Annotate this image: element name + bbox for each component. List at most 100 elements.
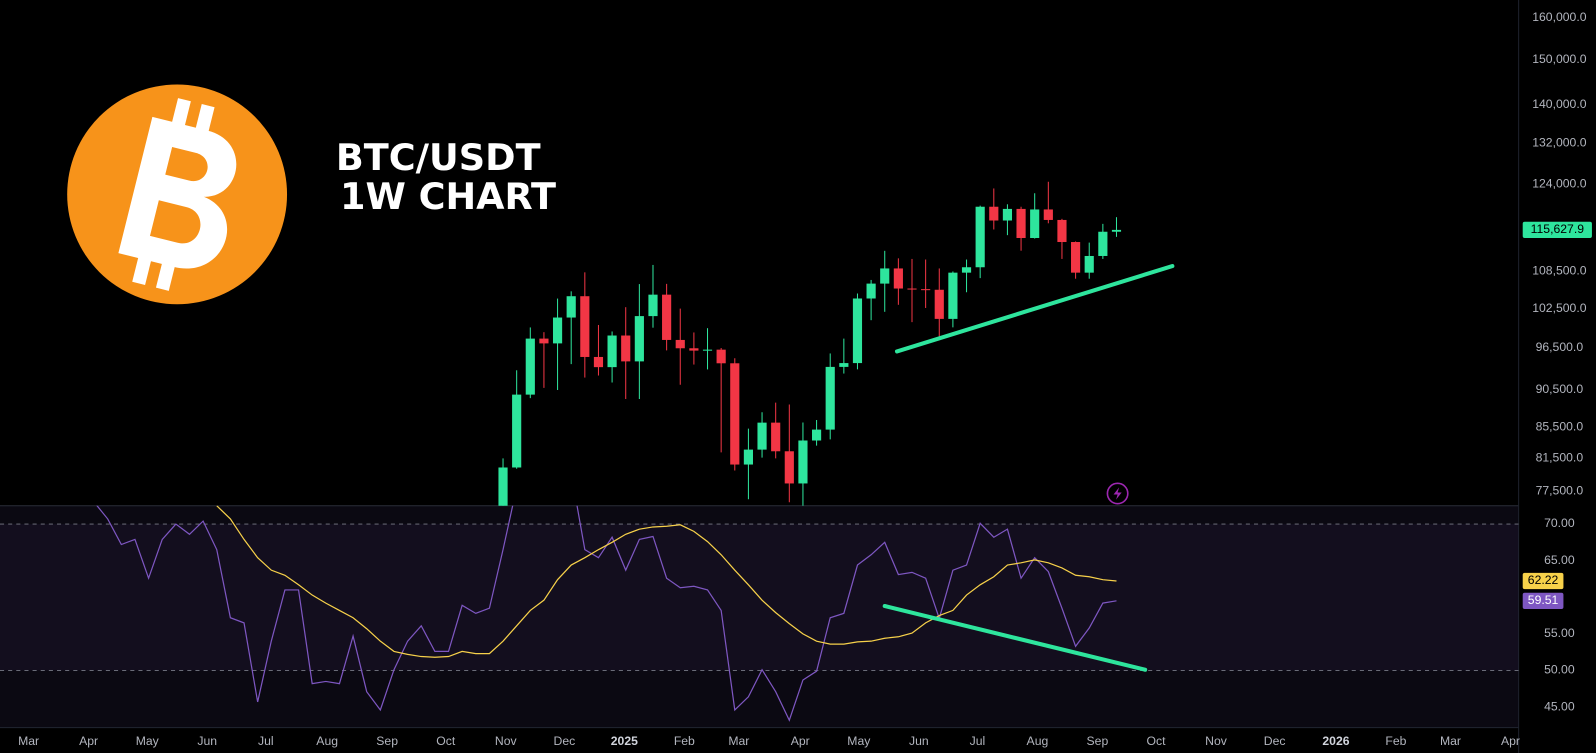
candle-body [621, 335, 631, 362]
y-tick-label: 108,500.0 [1532, 264, 1587, 278]
rsi-pane [0, 505, 1519, 728]
candle-body [934, 289, 944, 319]
y-tick-label: 132,000.0 [1532, 136, 1587, 150]
y-tick-label: 140,000.0 [1532, 97, 1587, 111]
x-tick-label: Aug [1027, 734, 1049, 748]
x-tick-label: Sep [376, 734, 398, 748]
alert-icon[interactable] [1106, 482, 1129, 505]
candle-body [798, 440, 808, 484]
trend-line [894, 264, 1175, 354]
candle-body [866, 283, 876, 299]
x-tick-label: Apr [791, 734, 810, 748]
candle-body [784, 451, 794, 484]
y-tick-label: 102,500.0 [1532, 301, 1587, 315]
x-tick-label: Nov [1205, 734, 1228, 748]
x-tick-label: Jun [197, 734, 217, 748]
candle-body [634, 316, 644, 362]
y-tick-label: 96,500.0 [1536, 340, 1584, 354]
bitcoin-logo [67, 84, 288, 305]
candle-body [648, 294, 658, 317]
candle-body [771, 422, 781, 452]
logo-symbol [118, 98, 237, 291]
candle-body [921, 289, 931, 291]
candle-body [975, 206, 985, 268]
candle-body [730, 363, 740, 465]
trend-line [882, 603, 1148, 672]
candle-body [702, 349, 713, 351]
x-tick-label: Feb [1385, 734, 1406, 748]
x-tick-label: Dec [554, 734, 576, 748]
candle-body [662, 294, 672, 340]
candle-body [552, 317, 563, 344]
candle-body [948, 272, 958, 319]
x-tick-label: Mar [728, 734, 749, 748]
candle-body [1002, 208, 1013, 221]
candle-body [961, 267, 972, 273]
last-price-label: 115,627.9 [1531, 222, 1585, 236]
axes: Mar Apr May Jun Jul Aug Sep Oct Nov Dec 2025 Feb Mar… [18, 10, 1592, 748]
candle-body [989, 206, 999, 221]
candle-body [743, 449, 753, 465]
price-plot [498, 181, 1175, 506]
x-tick-label: Jul [970, 734, 986, 748]
candle-body [539, 338, 549, 344]
rsi-tick-label: 65.00 [1544, 553, 1575, 567]
x-tick-label: 2025 [611, 734, 638, 748]
y-tick-label: 77,500.0 [1536, 483, 1584, 497]
candle-body [512, 394, 522, 468]
rsi-line [216, 505, 1117, 658]
chart-subtitle: 1W CHART [340, 175, 556, 218]
chart-title: BTC/USDT [336, 136, 541, 179]
y-tick-label: 85,500.0 [1536, 419, 1584, 433]
candle-body [1016, 208, 1026, 239]
y-tick-label: 124,000.0 [1532, 176, 1587, 190]
rsi-line [96, 505, 1117, 722]
x-tick-label: May [136, 734, 160, 748]
last-value-badge [1522, 572, 1564, 590]
rsi-tick-label: 50.00 [1544, 663, 1575, 677]
candle-body [675, 339, 685, 349]
x-tick-label: Jun [909, 734, 929, 748]
candle-body [852, 298, 863, 364]
x-tick-label: Apr [1501, 734, 1520, 748]
rsi-tick-label: 55.00 [1544, 626, 1575, 640]
x-tick-label: Aug [316, 734, 338, 748]
candle-body [525, 338, 535, 395]
x-tick-label: Dec [1264, 734, 1286, 748]
x-tick-label: Nov [495, 734, 518, 748]
candle-body [880, 268, 890, 284]
candle-body [566, 296, 576, 318]
x-tick-label: Jul [258, 734, 274, 748]
candle-body [593, 356, 604, 368]
last-value-label: 62.22 [1528, 573, 1559, 587]
candle-body [1030, 209, 1040, 239]
candle-body [498, 467, 508, 506]
candle-body [825, 366, 835, 430]
y-tick-label: 150,000.0 [1532, 52, 1587, 66]
x-tick-label: 2026 [1322, 734, 1349, 748]
candle-body [1098, 231, 1108, 256]
candle-body [811, 429, 822, 441]
rsi-tick-label: 45.00 [1544, 699, 1575, 713]
candle-body [1071, 242, 1081, 273]
x-tick-label: May [847, 734, 871, 748]
y-tick-label: 160,000.0 [1532, 10, 1587, 24]
x-tick-label: Mar [18, 734, 39, 748]
candle-body [689, 348, 699, 351]
x-tick-label: Mar [1440, 734, 1461, 748]
candle-body [893, 268, 903, 289]
last-value-label: 59.51 [1528, 593, 1559, 607]
y-tick-label: 81,500.0 [1536, 451, 1584, 465]
candle-body [580, 296, 590, 357]
candle-body [1084, 255, 1094, 273]
x-tick-label: Oct [1147, 734, 1167, 748]
x-tick-label: Sep [1087, 734, 1109, 748]
rsi-tick-label: 70.00 [1544, 516, 1575, 530]
candle-body [716, 349, 726, 364]
candle-body [907, 288, 917, 290]
x-tick-label: Feb [674, 734, 695, 748]
x-tick-label: Apr [79, 734, 98, 748]
rsi-plot [0, 505, 1519, 722]
candle-body [607, 335, 617, 368]
